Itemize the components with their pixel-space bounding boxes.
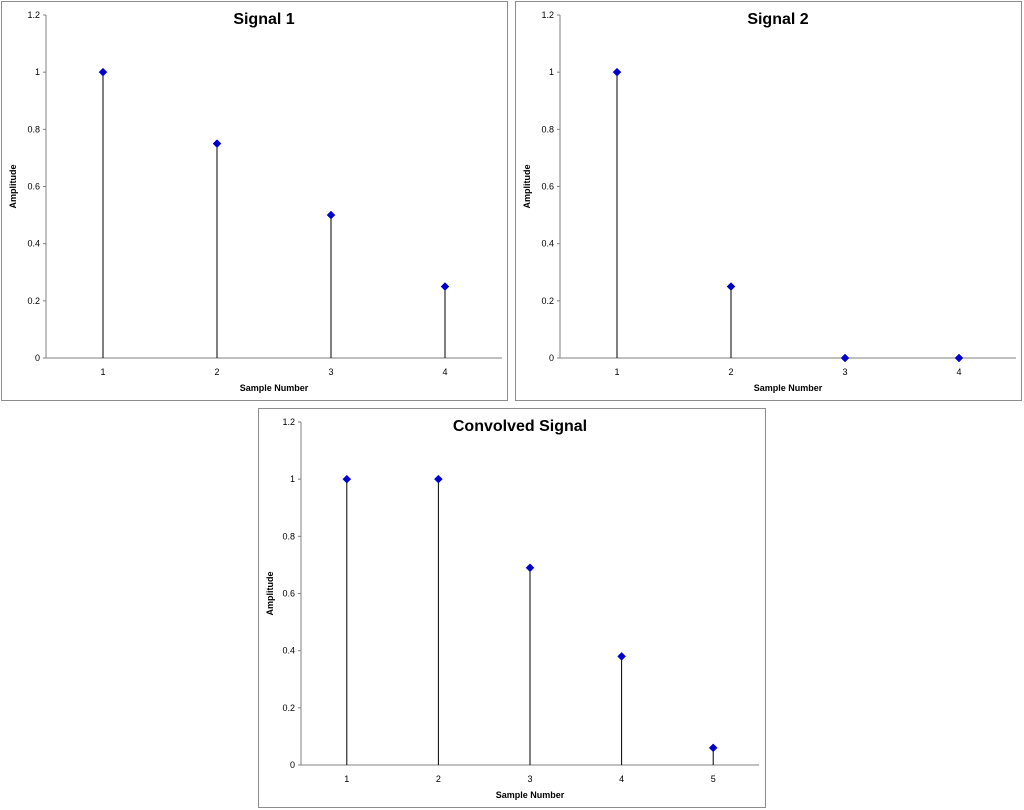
x-tick-label: 2 <box>728 367 733 377</box>
data-point-marker <box>726 282 736 291</box>
y-tick-label: 0.2 <box>282 703 295 713</box>
chart-signal-2-svg: Signal 2 0 0.2 0.4 0.6 0.8 1 1.2 1 2 3 4 Sample Numb… <box>522 10 1016 393</box>
y-tick-label: 1 <box>549 67 554 77</box>
y-axis-label: Amplitude <box>265 572 275 616</box>
x-axis-label: Sample Number <box>496 790 565 800</box>
chart-signal-1: Signal 1 0 0.2 0.4 0.6 0.8 1 1.2 1 2 3 4 Sample Numb… <box>1 1 508 401</box>
data-point-marker <box>98 67 108 77</box>
y-axis-label: Amplitude <box>8 165 18 209</box>
chart-convolved-signal: Convolved Signal 0 0.2 0.4 0.6 0.8 1 1.2 1 2 3 4 5 Sa… <box>258 408 766 808</box>
y-tick-label: 1.2 <box>27 10 40 20</box>
data-point-marker <box>525 563 535 573</box>
chart-title: Convolved Signal <box>453 418 587 435</box>
data-point-marker <box>840 353 850 363</box>
x-tick-label: 5 <box>711 774 716 784</box>
x-tick-label: 4 <box>956 367 961 377</box>
y-tick-label: 0 <box>290 760 295 770</box>
x-tick-label: 4 <box>442 367 447 377</box>
data-point-marker <box>326 210 336 220</box>
data-point-marker <box>440 282 450 291</box>
x-tick-label: 2 <box>436 774 441 784</box>
y-tick-label: 0.4 <box>541 239 554 249</box>
data-point-marker <box>708 743 718 753</box>
x-tick-label: 1 <box>100 367 105 377</box>
chart-title: Signal 1 <box>233 11 294 28</box>
x-tick-label: 1 <box>344 774 349 784</box>
y-tick-label: 0.8 <box>27 124 40 134</box>
y-tick-label: 0.4 <box>282 646 295 656</box>
y-tick-label: 0.2 <box>541 296 554 306</box>
y-tick-label: 0.6 <box>541 182 554 192</box>
x-axis-label: Sample Number <box>754 383 823 393</box>
x-tick-label: 1 <box>614 367 619 377</box>
y-tick-label: 1.2 <box>541 10 554 20</box>
data-point-marker <box>342 474 352 484</box>
y-tick-label: 0.4 <box>27 239 40 249</box>
x-tick-label: 2 <box>214 367 219 377</box>
y-tick-label: 0 <box>35 353 40 363</box>
x-axis-label: Sample Number <box>240 383 309 393</box>
y-tick-label: 1.2 <box>282 417 295 427</box>
y-tick-label: 0.6 <box>27 182 40 192</box>
chart-title: Signal 2 <box>747 11 808 28</box>
x-tick-label: 3 <box>527 774 532 784</box>
y-tick-label: 0.2 <box>27 296 40 306</box>
y-tick-label: 0.8 <box>541 124 554 134</box>
chart-convolved-signal-svg: Convolved Signal 0 0.2 0.4 0.6 0.8 1 1.2 1 2 3 4 5 Sa… <box>265 417 759 800</box>
y-tick-label: 0 <box>549 353 554 363</box>
y-tick-label: 1 <box>35 67 40 77</box>
data-point-marker <box>617 652 626 661</box>
y-tick-label: 1 <box>290 474 295 484</box>
data-point-marker <box>612 67 622 77</box>
data-point-marker <box>212 139 222 148</box>
chart-signal-1-svg: Signal 1 0 0.2 0.4 0.6 0.8 1 1.2 1 2 3 4 Sample Numb… <box>8 10 502 393</box>
data-point-marker <box>434 474 443 484</box>
y-tick-label: 0.6 <box>282 589 295 599</box>
chart-signal-2: Signal 2 0 0.2 0.4 0.6 0.8 1 1.2 1 2 3 4 Sample Numb… <box>515 1 1022 401</box>
x-tick-label: 3 <box>328 367 333 377</box>
data-point-marker <box>954 353 964 363</box>
x-tick-label: 3 <box>842 367 847 377</box>
x-tick-label: 4 <box>619 774 624 784</box>
y-tick-label: 0.8 <box>282 531 295 541</box>
y-axis-label: Amplitude <box>522 165 532 209</box>
